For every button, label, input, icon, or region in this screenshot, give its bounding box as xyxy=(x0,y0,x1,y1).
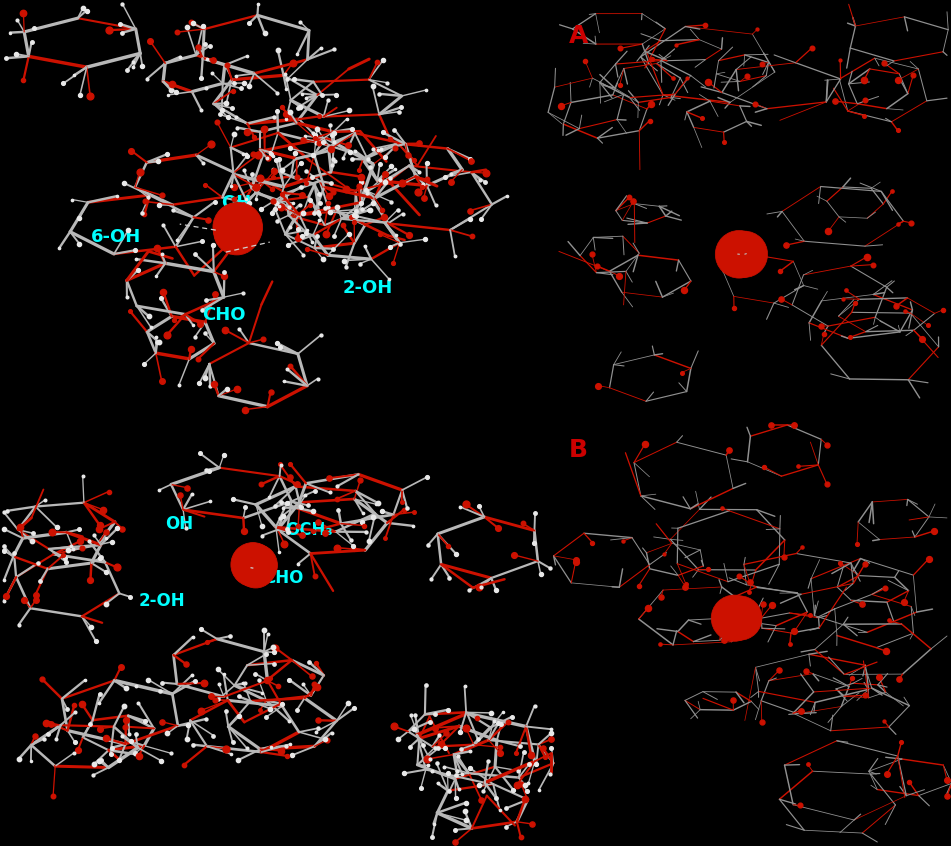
Circle shape xyxy=(218,212,258,252)
Circle shape xyxy=(722,233,762,273)
Circle shape xyxy=(237,550,273,586)
Circle shape xyxy=(225,221,250,247)
Circle shape xyxy=(236,547,274,585)
Circle shape xyxy=(234,548,272,585)
Text: OH: OH xyxy=(221,194,251,212)
Circle shape xyxy=(216,210,256,250)
Circle shape xyxy=(729,244,755,269)
Circle shape xyxy=(722,233,760,271)
Circle shape xyxy=(715,597,755,637)
Circle shape xyxy=(220,210,260,250)
Circle shape xyxy=(719,233,760,274)
Circle shape xyxy=(238,553,269,585)
Circle shape xyxy=(214,208,260,255)
Text: OCH₃: OCH₃ xyxy=(285,521,333,540)
Circle shape xyxy=(715,230,763,278)
Circle shape xyxy=(228,217,254,243)
Circle shape xyxy=(725,234,763,272)
Circle shape xyxy=(238,548,276,585)
Circle shape xyxy=(225,214,255,243)
Circle shape xyxy=(724,235,763,275)
Circle shape xyxy=(236,544,278,586)
Text: CHO: CHO xyxy=(263,569,303,586)
Circle shape xyxy=(726,608,750,633)
Circle shape xyxy=(213,202,262,252)
Circle shape xyxy=(241,556,263,578)
Circle shape xyxy=(231,542,275,586)
Text: 2-OH: 2-OH xyxy=(138,592,185,610)
Text: B: B xyxy=(569,438,588,462)
Circle shape xyxy=(717,597,754,634)
Circle shape xyxy=(725,610,745,630)
Circle shape xyxy=(725,609,747,632)
Circle shape xyxy=(718,598,756,636)
Circle shape xyxy=(241,553,272,585)
Circle shape xyxy=(239,551,264,577)
Circle shape xyxy=(711,595,757,641)
Text: CHO: CHO xyxy=(202,306,245,324)
Text: 6-OH: 6-OH xyxy=(90,228,141,246)
Circle shape xyxy=(724,238,760,272)
Circle shape xyxy=(730,239,752,261)
Circle shape xyxy=(218,209,258,250)
Circle shape xyxy=(219,215,254,250)
Circle shape xyxy=(720,599,758,636)
Circle shape xyxy=(245,553,270,578)
Circle shape xyxy=(221,212,251,242)
Text: A: A xyxy=(569,24,588,47)
Circle shape xyxy=(722,231,767,277)
Circle shape xyxy=(728,604,748,624)
Circle shape xyxy=(236,548,276,588)
Circle shape xyxy=(729,610,749,630)
Circle shape xyxy=(720,601,757,638)
Circle shape xyxy=(731,239,753,261)
Circle shape xyxy=(222,215,257,250)
Circle shape xyxy=(244,559,265,580)
Circle shape xyxy=(221,214,250,243)
Circle shape xyxy=(727,604,747,624)
Text: OH: OH xyxy=(165,515,193,533)
Circle shape xyxy=(717,601,754,638)
Circle shape xyxy=(222,217,247,243)
Circle shape xyxy=(728,244,753,269)
Circle shape xyxy=(724,233,762,271)
Circle shape xyxy=(733,245,754,266)
Circle shape xyxy=(720,602,754,636)
Circle shape xyxy=(721,235,760,275)
Circle shape xyxy=(718,596,762,640)
Circle shape xyxy=(720,597,757,634)
Text: 2-OH: 2-OH xyxy=(342,278,393,297)
Circle shape xyxy=(246,556,269,578)
